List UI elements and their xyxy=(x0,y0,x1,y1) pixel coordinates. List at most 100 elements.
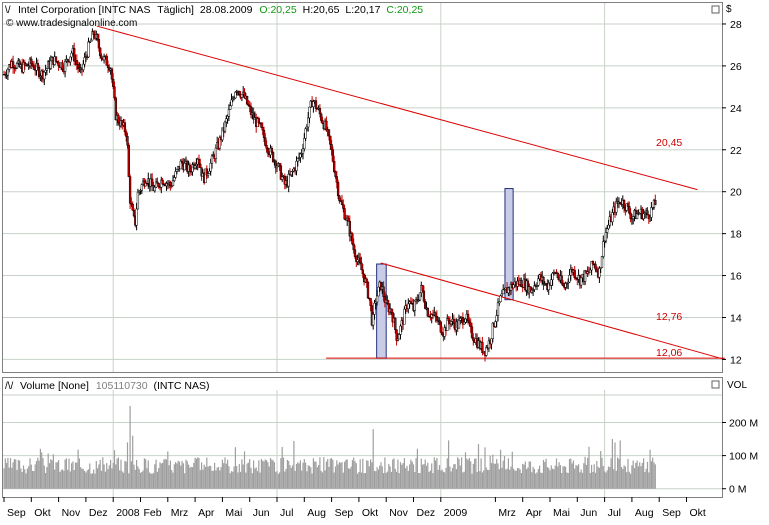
candle-body xyxy=(407,303,410,310)
candle-body xyxy=(31,63,34,66)
candle-body xyxy=(496,302,500,316)
highlight-box xyxy=(504,188,514,301)
candle-body xyxy=(188,164,192,172)
price-y-tick-label: 20 xyxy=(730,187,742,199)
x-tick-label: Nov xyxy=(389,507,408,519)
price-y-tick-label: 24 xyxy=(730,103,742,115)
candle-body xyxy=(45,68,49,71)
candle-body xyxy=(173,177,176,181)
price-y-tick-label: 16 xyxy=(730,271,742,283)
candle-body xyxy=(281,176,284,180)
candle-body xyxy=(438,320,441,323)
x-tick-label: Jun xyxy=(253,507,270,519)
candle-body xyxy=(622,200,626,208)
candle-body xyxy=(105,55,108,66)
candle-body xyxy=(132,210,136,217)
candle-body xyxy=(275,165,279,169)
panel-close-icon[interactable] xyxy=(711,5,720,14)
volume-header: /\/ Volume [None] 105110730 (INTC NAS) V… xyxy=(5,380,747,392)
trendlines: 20,45 12,76 12,06 xyxy=(96,25,725,360)
candle-body xyxy=(604,232,608,242)
price-y-tick-label: 22 xyxy=(730,145,742,157)
candle-body xyxy=(325,120,328,131)
candle-body xyxy=(136,191,140,210)
trendline xyxy=(380,262,725,360)
candle-body xyxy=(260,122,263,128)
x-tick-label: Jun xyxy=(580,507,597,519)
svg-text:Intel Corporation [INTC NAS: Intel Corporation [INTC NAS Täglich] 28.… xyxy=(18,4,423,16)
candle-body xyxy=(650,207,653,218)
candle-body xyxy=(520,279,523,287)
candle-body xyxy=(573,269,576,278)
candle-body xyxy=(356,259,359,262)
x-tick-label: Jul xyxy=(280,507,293,519)
candle-body xyxy=(175,169,179,172)
candle-body xyxy=(490,338,493,345)
candle-body xyxy=(57,61,60,67)
candle-body xyxy=(360,262,363,271)
candle-body xyxy=(396,338,400,341)
x-tick-label: Sep xyxy=(7,507,26,519)
volume-y-tick-label: 0 M xyxy=(729,484,747,496)
candle-body xyxy=(452,318,455,324)
candle-body xyxy=(485,347,488,356)
close-value: C:20,25 xyxy=(386,4,423,16)
candle-body xyxy=(327,129,331,137)
x-tick-label: 2008 xyxy=(116,507,140,519)
candle-body xyxy=(626,203,630,207)
candle-body xyxy=(197,158,201,165)
high-value: H:20,65 xyxy=(303,4,340,16)
period: Täglich] xyxy=(157,4,194,16)
candle-body xyxy=(66,58,69,62)
price-y-tick-label: 18 xyxy=(730,229,742,241)
x-tick-label: Okt xyxy=(34,507,50,519)
candle-body xyxy=(502,289,505,295)
candle-body xyxy=(154,181,158,188)
candle-body xyxy=(61,62,64,70)
candle-body xyxy=(602,241,605,257)
candle-body xyxy=(583,270,587,282)
currency-label: $ xyxy=(726,4,732,15)
price-panel-frame xyxy=(2,2,723,373)
date: 28.08.2009 xyxy=(200,4,253,16)
candle-body xyxy=(330,144,333,151)
volume-panel-frame xyxy=(2,377,723,498)
price-y-axis: 12 14 16 18 20 22 24 26 28 xyxy=(722,19,742,366)
x-tick-label: Sep xyxy=(335,507,354,519)
candle-body xyxy=(361,269,364,275)
candle-body xyxy=(375,295,379,303)
candle-body xyxy=(96,34,99,40)
chart-menu-icon[interactable]: \/ xyxy=(5,5,11,16)
source-credit: © www.tradesignalonline.com xyxy=(6,18,137,29)
candle-body xyxy=(70,52,73,58)
candle-body xyxy=(110,68,114,80)
candle-body xyxy=(447,318,450,321)
candle-body xyxy=(435,315,439,321)
candle-body xyxy=(125,131,128,137)
candle-body xyxy=(37,66,41,78)
candle-body xyxy=(193,165,197,169)
candle-body xyxy=(279,165,283,180)
candle-body xyxy=(151,178,154,187)
candle-body xyxy=(261,127,264,131)
candle-body xyxy=(398,334,401,340)
candle-body xyxy=(459,318,462,321)
candle-body xyxy=(82,63,85,71)
candle-body xyxy=(446,318,449,331)
volume-title: Volume [None] xyxy=(20,380,89,392)
candle-body xyxy=(135,208,138,226)
candle-body xyxy=(75,60,78,65)
x-tick-label: Dez xyxy=(417,507,436,519)
candle-body xyxy=(426,307,429,317)
highlight-boxes xyxy=(376,188,514,359)
candle-body xyxy=(373,302,376,315)
candle-body xyxy=(329,135,332,145)
volume-panel-close-icon[interactable] xyxy=(711,380,720,389)
candle-body xyxy=(377,286,380,297)
candle-body xyxy=(533,285,536,290)
candle-body xyxy=(73,48,76,62)
candle-body xyxy=(287,173,290,187)
candle-body xyxy=(36,63,39,68)
candle-body xyxy=(498,301,501,304)
x-axis: Sep Okt Nov Dez 2008 Feb Mrz Apr Mai Jun Jul Aug Sep… xyxy=(3,497,706,519)
